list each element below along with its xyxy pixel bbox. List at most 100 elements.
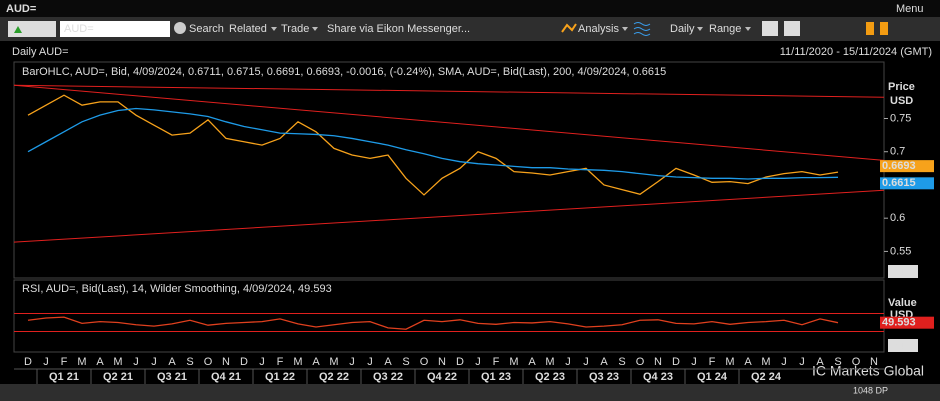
change-text: -0.0016, (-0.24%), bbox=[346, 66, 435, 78]
trend-line bbox=[13, 189, 885, 243]
month-label: A bbox=[96, 356, 104, 368]
month-label: J bbox=[691, 356, 697, 368]
y-axis-label: Price bbox=[888, 81, 915, 93]
y-tick-label: 0.6 bbox=[890, 212, 905, 224]
auto-button[interactable] bbox=[888, 265, 918, 278]
share[interactable]: Share via Eikon Messenger... bbox=[327, 23, 470, 35]
title-bar bbox=[0, 0, 940, 17]
month-label: D bbox=[24, 356, 32, 368]
y-tick-label: 0.7 bbox=[890, 146, 905, 158]
quote-button-label[interactable]: Q bbox=[31, 23, 40, 35]
rsi-panel bbox=[13, 279, 885, 353]
last-value-box bbox=[880, 160, 934, 173]
scrollbar[interactable] bbox=[0, 384, 940, 401]
ric-input[interactable] bbox=[60, 21, 170, 37]
studies-icon[interactable] bbox=[633, 22, 651, 36]
month-label: F bbox=[277, 356, 284, 368]
last-value-box bbox=[880, 316, 934, 329]
auto-button-rsi[interactable] bbox=[888, 339, 918, 352]
up-icon bbox=[14, 26, 22, 33]
nav-icon[interactable] bbox=[866, 22, 874, 35]
month-label: O bbox=[420, 356, 429, 368]
last-value-label: 0.6693 bbox=[882, 160, 916, 172]
last-value-box bbox=[880, 177, 934, 190]
month-label: J bbox=[565, 356, 571, 368]
month-label: D bbox=[672, 356, 680, 368]
month-label: M bbox=[329, 356, 338, 368]
month-label: S bbox=[186, 356, 193, 368]
quarter-label: Q1 22 bbox=[265, 371, 295, 383]
quarter-label: Q4 21 bbox=[211, 371, 241, 383]
month-label: S bbox=[618, 356, 625, 368]
month-label: N bbox=[870, 356, 878, 368]
month-label: J bbox=[799, 356, 805, 368]
trend-line bbox=[13, 84, 885, 161]
menu[interactable]: Menu bbox=[896, 3, 924, 15]
month-label: J bbox=[349, 356, 355, 368]
month-label: M bbox=[509, 356, 518, 368]
month-label: M bbox=[761, 356, 770, 368]
y-axis-unit: USD bbox=[890, 95, 913, 107]
analysis[interactable]: Analysis bbox=[578, 23, 619, 35]
quarter-label: Q2 22 bbox=[319, 371, 349, 383]
trade[interactable]: Trade bbox=[281, 23, 309, 35]
month-label: S bbox=[834, 356, 841, 368]
month-label: J bbox=[259, 356, 265, 368]
month-label: O bbox=[204, 356, 213, 368]
quarter-label: Q1 21 bbox=[49, 371, 79, 383]
month-label: J bbox=[583, 356, 589, 368]
month-label: M bbox=[293, 356, 302, 368]
month-label: J bbox=[367, 356, 373, 368]
month-label: M bbox=[113, 356, 122, 368]
month-label: A bbox=[744, 356, 752, 368]
month-label: N bbox=[438, 356, 446, 368]
quarter-label: Q3 23 bbox=[589, 371, 619, 383]
price-line bbox=[27, 94, 839, 196]
quarter-label: Q3 22 bbox=[373, 371, 403, 383]
month-label: D bbox=[456, 356, 464, 368]
quarter-label: Q2 23 bbox=[535, 371, 565, 383]
analysis-icon bbox=[561, 23, 577, 33]
search-icon bbox=[174, 22, 186, 34]
chart-icon-2[interactable] bbox=[784, 21, 800, 36]
price-line bbox=[27, 107, 839, 180]
dropdown-arrows bbox=[271, 27, 751, 31]
y-tick-label: 0.75 bbox=[890, 112, 911, 124]
month-label: A bbox=[384, 356, 392, 368]
month-label: F bbox=[493, 356, 500, 368]
search[interactable]: Search bbox=[189, 23, 224, 35]
month-label: J bbox=[151, 356, 157, 368]
nav-icon-2[interactable] bbox=[880, 22, 888, 35]
month-label: M bbox=[545, 356, 554, 368]
auto-label[interactable]: Auto bbox=[891, 266, 914, 278]
range[interactable]: Range bbox=[709, 23, 741, 35]
quarter-label: Q2 21 bbox=[103, 371, 133, 383]
last-value-label: 49.593 bbox=[882, 317, 916, 329]
month-label: J bbox=[43, 356, 49, 368]
month-label: D bbox=[240, 356, 248, 368]
auto-label-rsi[interactable]: Auto bbox=[891, 340, 914, 352]
quarter-label: Q3 21 bbox=[157, 371, 187, 383]
month-label: A bbox=[528, 356, 536, 368]
month-label: F bbox=[61, 356, 68, 368]
month-label: N bbox=[654, 356, 662, 368]
price-panel bbox=[13, 61, 885, 279]
quarter-label: Q1 24 bbox=[697, 371, 728, 383]
month-label: J bbox=[475, 356, 481, 368]
month-label: A bbox=[312, 356, 320, 368]
quarter-label: Q4 23 bbox=[643, 371, 673, 383]
interval[interactable]: Daily bbox=[670, 23, 695, 35]
month-label: M bbox=[725, 356, 734, 368]
quarter-label: Q2 24 bbox=[751, 371, 782, 383]
month-label: O bbox=[852, 356, 861, 368]
rsi-line bbox=[27, 316, 839, 330]
month-label: S bbox=[402, 356, 409, 368]
date-range: 11/11/2020 - 15/11/2024 (GMT) bbox=[780, 46, 932, 58]
month-label: J bbox=[133, 356, 139, 368]
month-label: N bbox=[222, 356, 230, 368]
quarter-label: Q1 23 bbox=[481, 371, 511, 383]
chart-icon[interactable] bbox=[762, 21, 778, 36]
related[interactable]: Related bbox=[229, 23, 267, 35]
ric-input-text[interactable]: AUD= bbox=[64, 23, 94, 35]
rsi-legend: RSI, AUD=, Bid(Last), 14, Wilder Smoothi… bbox=[22, 283, 332, 295]
